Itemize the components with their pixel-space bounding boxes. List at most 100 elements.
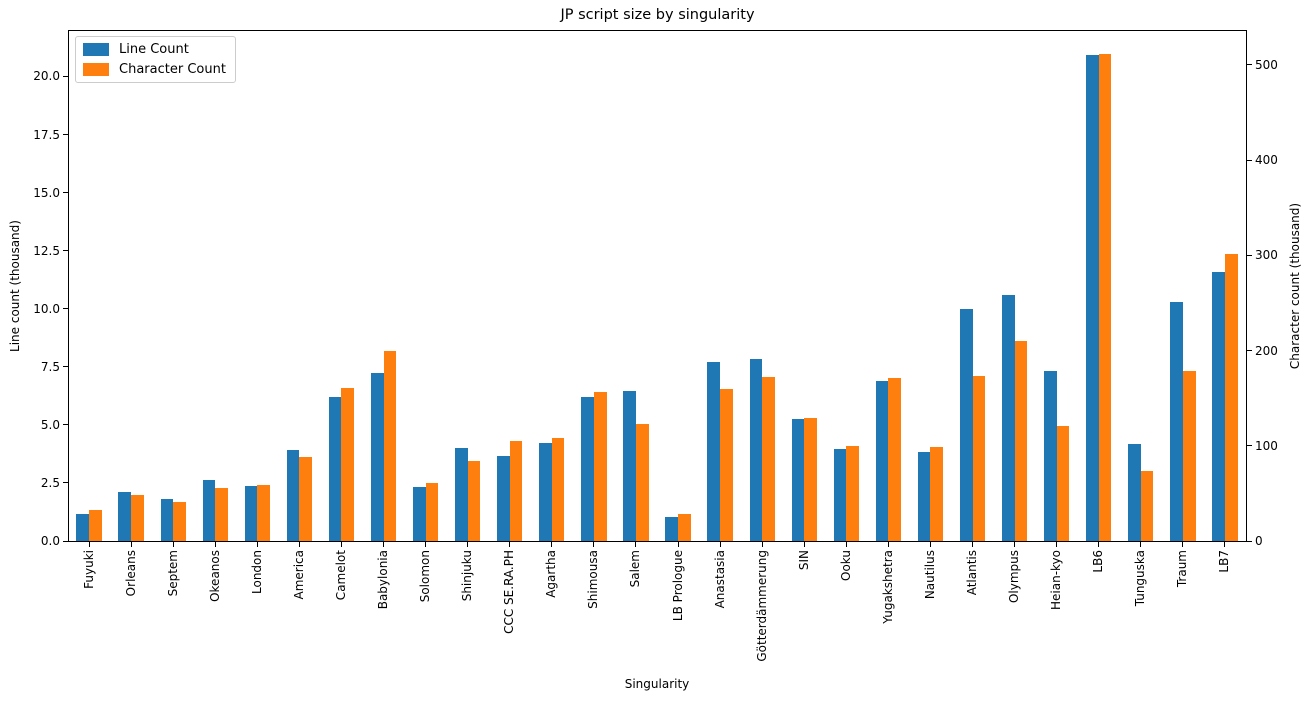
y-axis-tick-right xyxy=(1247,350,1252,351)
x-axis-tick xyxy=(551,542,553,547)
x-axis-tick xyxy=(1182,542,1184,547)
x-axis-tick xyxy=(719,542,721,547)
x-axis-tick xyxy=(88,542,90,547)
x-axis-tick-label: Fuyuki xyxy=(81,550,96,589)
bar-character-count xyxy=(215,487,228,541)
x-axis-tick-label: Heian-kyo xyxy=(1049,550,1064,610)
bar-character-count xyxy=(1098,54,1112,541)
x-axis-tick-label: America xyxy=(291,550,306,600)
y-axis-tick-left xyxy=(63,75,68,77)
y-axis-label-right: Character count (thousand) xyxy=(1288,202,1302,369)
bar-line-count xyxy=(581,396,594,541)
bar-line-count xyxy=(1044,370,1057,541)
bar-character-count xyxy=(1014,340,1028,541)
bar-character-count xyxy=(846,445,859,541)
x-axis-tick xyxy=(425,542,427,547)
x-axis-tick-label: Tunguska xyxy=(1133,550,1148,607)
bar-line-count xyxy=(917,452,931,541)
y-axis-tick-left xyxy=(63,134,68,136)
bar-line-count xyxy=(455,448,468,541)
bar-character-count xyxy=(257,484,270,541)
y-axis-tick-label-left: 10.0 xyxy=(33,301,60,316)
bar-line-count xyxy=(244,485,258,541)
y-axis-tick-left xyxy=(63,192,68,194)
bar-line-count xyxy=(370,372,384,541)
bar-character-count xyxy=(1140,470,1154,541)
x-axis-tick-label: Okeanos xyxy=(207,550,222,602)
x-axis-tick xyxy=(340,542,342,547)
x-axis-tick xyxy=(593,542,595,547)
y-axis-tick-label-left: 20.0 xyxy=(33,69,60,84)
bar-character-count xyxy=(678,514,691,541)
bar-character-count xyxy=(173,501,186,541)
y-axis-tick-right xyxy=(1247,159,1252,161)
y-axis-tick-label-right: 500 xyxy=(1255,57,1278,72)
bar-line-count xyxy=(286,450,300,541)
bar-line-count xyxy=(623,390,636,541)
bar-character-count xyxy=(551,438,565,541)
bar-line-count xyxy=(1170,302,1183,541)
plot-area xyxy=(68,30,1247,542)
bar-line-count xyxy=(875,380,889,541)
bar-character-count xyxy=(972,376,986,541)
bar-line-count xyxy=(707,362,721,541)
x-axis-tick xyxy=(1098,542,1100,547)
x-axis-tick xyxy=(1056,542,1058,547)
bar-character-count xyxy=(635,423,649,541)
x-axis-tick xyxy=(635,542,637,547)
chart-title: JP script size by singularity xyxy=(560,7,755,23)
x-axis-tick xyxy=(972,542,974,547)
x-axis-tick-label: Yugakshetra xyxy=(880,550,895,624)
legend: Line Count Character Count xyxy=(75,36,236,83)
x-axis-tick-label: LB6 xyxy=(1091,550,1106,573)
bar-line-count xyxy=(328,396,342,541)
y-axis-tick-left xyxy=(63,366,68,368)
y-axis-tick-label-left: 15.0 xyxy=(33,185,60,200)
x-axis-tick xyxy=(929,542,931,547)
bar-character-count xyxy=(762,377,775,541)
x-axis-tick xyxy=(298,542,300,547)
legend-item-character-count: Character Count xyxy=(83,62,226,77)
y-axis-tick-left xyxy=(63,540,68,542)
x-axis-tick-label: SIN xyxy=(796,550,811,571)
x-axis-tick-label: Shinjuku xyxy=(460,550,475,602)
x-axis-tick-label: Olympus xyxy=(1007,550,1022,604)
bar-character-count xyxy=(1182,371,1196,541)
y-axis-tick-right xyxy=(1247,540,1252,542)
x-axis-tick-label: Salem xyxy=(628,550,643,588)
y-axis-label-left: Line count (thousand) xyxy=(8,219,22,352)
x-axis-tick-label: Babylonia xyxy=(376,550,391,610)
bar-character-count xyxy=(131,495,144,541)
y-axis-tick-label-right: 100 xyxy=(1255,438,1278,453)
x-axis-tick-label: Septem xyxy=(165,550,180,597)
bar-line-count xyxy=(1212,272,1225,541)
x-axis-tick xyxy=(214,542,216,547)
bar-character-count xyxy=(509,440,523,541)
bar-line-count xyxy=(833,449,847,541)
y-axis-tick-left xyxy=(63,308,68,310)
y-axis-tick-label-right: 400 xyxy=(1255,153,1278,167)
bar-line-count xyxy=(76,514,90,541)
bar-line-count xyxy=(1001,295,1015,541)
y-axis-tick-left xyxy=(63,482,68,484)
bar-line-count xyxy=(160,499,174,541)
x-axis-tick-label: Orleans xyxy=(123,550,138,597)
bar-line-count xyxy=(412,486,426,541)
x-axis-tick-label: London xyxy=(249,550,264,594)
x-axis-tick xyxy=(509,542,511,547)
x-axis-label: Singularity xyxy=(624,677,690,691)
x-axis-tick-label: Shimousa xyxy=(586,550,601,609)
bar-character-count xyxy=(804,418,817,541)
x-axis-tick xyxy=(467,542,469,547)
x-axis-tick xyxy=(172,542,174,547)
x-axis-tick-label: CCC SE.RA.PH xyxy=(502,550,517,634)
bar-line-count xyxy=(665,516,679,541)
x-axis-tick xyxy=(1014,542,1016,547)
x-axis-tick-label: Ooku xyxy=(838,550,853,581)
bar-line-count xyxy=(1128,444,1141,541)
bar-character-count xyxy=(467,460,481,541)
legend-swatch-character-count xyxy=(83,63,109,76)
x-axis-tick xyxy=(1224,542,1226,547)
x-axis-tick-label: Solomon xyxy=(418,550,433,603)
bar-line-count xyxy=(1086,54,1099,541)
